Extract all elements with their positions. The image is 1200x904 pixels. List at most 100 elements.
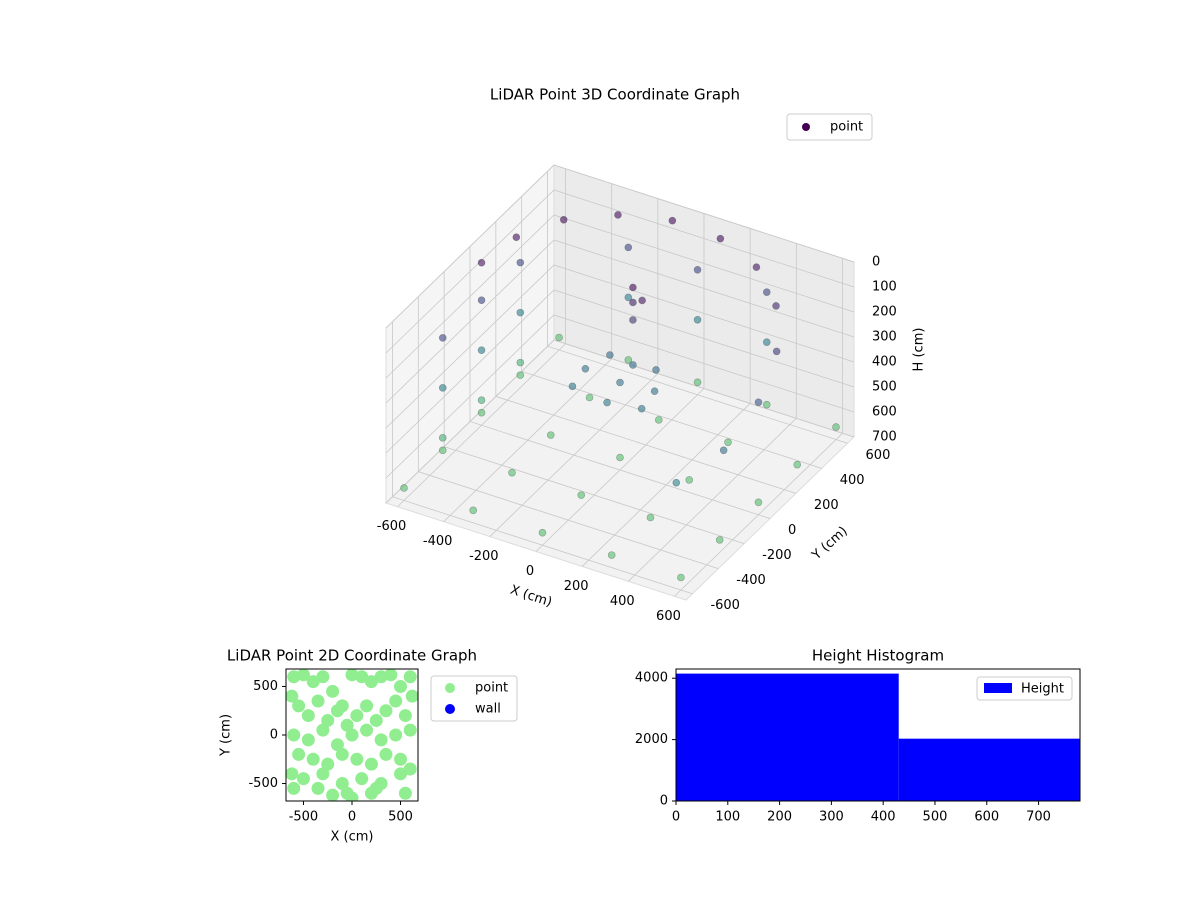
point <box>360 699 374 713</box>
point <box>405 689 418 703</box>
point <box>716 234 725 243</box>
point <box>772 302 780 310</box>
point <box>345 728 359 742</box>
point <box>677 573 685 582</box>
point <box>394 752 408 766</box>
legend-label: wall <box>475 702 501 717</box>
point <box>693 265 702 274</box>
point <box>398 786 412 800</box>
point <box>585 393 594 402</box>
point <box>762 400 771 409</box>
point <box>321 757 335 771</box>
point <box>559 215 568 224</box>
x-tick-label: 0 <box>348 810 356 825</box>
grid-line <box>385 289 855 454</box>
y-tick-label: 4000 <box>635 671 668 686</box>
grid-line <box>385 239 855 404</box>
x-tick-label: -400 <box>423 534 453 549</box>
point <box>316 723 330 737</box>
point <box>603 398 611 407</box>
y-tick-label: 2000 <box>635 732 668 747</box>
point <box>469 506 478 515</box>
z-tick-label: 600 <box>872 405 897 420</box>
y-tick-label: 0 <box>270 728 278 743</box>
legend-marker <box>445 704 455 714</box>
axes-frame <box>675 668 1081 802</box>
point <box>311 694 325 708</box>
plot-histogram: Height 0 100 200 300 400 500 600 700 0 2000 4000 <box>635 668 1081 825</box>
point <box>292 747 306 761</box>
point <box>355 670 369 684</box>
point <box>345 791 359 801</box>
point <box>374 733 388 747</box>
z-tick-label: 200 <box>872 305 897 320</box>
point <box>335 747 349 761</box>
grid-line <box>385 264 855 429</box>
grid-line <box>385 314 855 479</box>
point <box>719 446 728 455</box>
bar <box>676 673 899 801</box>
point <box>330 704 344 718</box>
point <box>364 757 378 771</box>
point <box>638 296 646 305</box>
axes-3d: -600-400-2000200400600-600-400-200020040… <box>377 113 927 624</box>
y-tick-label: -600 <box>710 598 740 613</box>
legend-box <box>976 676 1073 701</box>
y-tick-label: -200 <box>762 548 792 563</box>
legend-label: point <box>830 120 863 135</box>
point <box>650 387 659 395</box>
point <box>394 767 408 781</box>
point <box>335 777 349 791</box>
point <box>555 333 563 342</box>
grid-line <box>385 214 855 379</box>
point <box>350 709 364 723</box>
legend-label: point <box>475 681 508 696</box>
plot-2d: point wall -500 0 500 -500 0 500 X (cm) Y (cm) <box>219 668 518 845</box>
point <box>546 431 555 439</box>
point <box>296 772 310 786</box>
x-tick-label: 100 <box>715 810 740 825</box>
point <box>693 315 702 324</box>
point <box>752 263 761 271</box>
x-tick-label: 0 <box>526 564 534 579</box>
point <box>624 243 633 252</box>
point <box>350 752 364 766</box>
point <box>400 484 408 492</box>
y-tick-label: 0 <box>788 523 796 538</box>
point <box>693 378 702 387</box>
point <box>340 718 354 732</box>
point <box>616 378 624 387</box>
point <box>629 298 637 307</box>
x-tick-label: 700 <box>1026 810 1051 825</box>
y-tick-label: 500 <box>253 679 278 694</box>
z-tick-label: 500 <box>872 380 897 395</box>
point <box>629 316 637 324</box>
x-axis-label: X (cm) <box>331 830 374 845</box>
chart-title: LiDAR Point 2D Coordinate Graph <box>227 647 477 665</box>
point <box>614 211 622 219</box>
point <box>374 670 388 684</box>
point <box>477 296 486 305</box>
point <box>438 334 447 342</box>
point <box>724 438 732 447</box>
x-tick-label: 0 <box>672 810 680 825</box>
legend-marker <box>802 123 810 131</box>
point <box>379 704 393 718</box>
point <box>477 258 486 267</box>
z-tick-label: 100 <box>872 280 897 295</box>
point <box>360 723 374 737</box>
point <box>306 675 320 689</box>
chart-title: LiDAR Point 3D Coordinate Graph <box>490 86 740 104</box>
x-tick-label: 400 <box>871 810 896 825</box>
point <box>438 434 447 442</box>
point <box>654 416 663 424</box>
y-tick-label: 600 <box>866 448 891 463</box>
point <box>516 258 525 267</box>
point <box>321 713 335 727</box>
point <box>292 699 306 713</box>
point <box>389 728 403 742</box>
point <box>516 371 525 379</box>
point <box>624 356 633 364</box>
y-tick-label: -500 <box>248 776 278 791</box>
